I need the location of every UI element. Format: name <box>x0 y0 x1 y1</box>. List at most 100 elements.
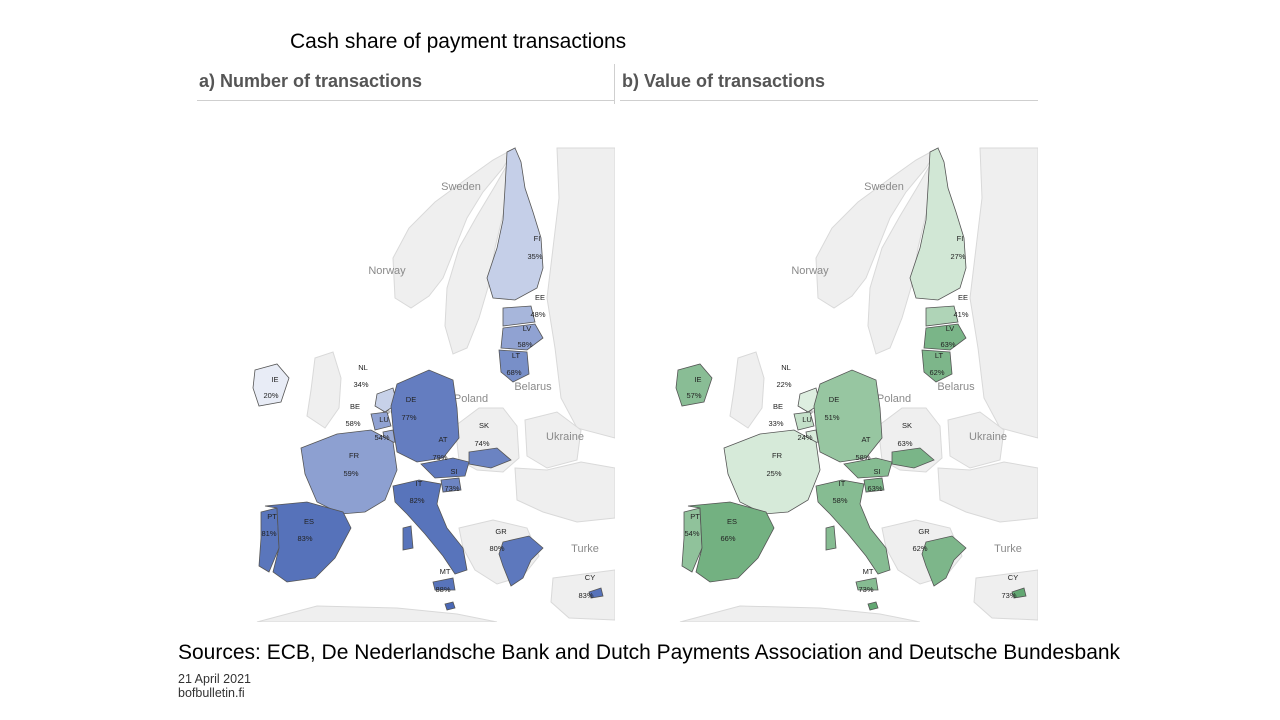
region-code-ie: IE <box>271 375 278 384</box>
russia-land <box>546 147 615 439</box>
norway-land <box>392 146 517 309</box>
region-lv[interactable] <box>500 323 544 351</box>
sources-note: Sources: ECB, De Nederlandsche Bank and … <box>178 641 1121 664</box>
region-value-cy: 83% <box>578 591 593 600</box>
region-value-lt: 68% <box>506 368 521 377</box>
region-code-pt: PT <box>267 512 277 521</box>
basemap-label-sweden: Sweden <box>864 181 904 193</box>
region-value-es: 66% <box>720 534 735 543</box>
region-fr[interactable] <box>300 429 398 515</box>
region-ie[interactable] <box>675 363 713 407</box>
region-value-lv: 63% <box>940 340 955 349</box>
region-code-lu: LU <box>802 415 812 424</box>
region-value-lu: 24% <box>797 433 812 442</box>
region-it[interactable] <box>815 479 891 575</box>
region-be[interactable] <box>370 411 392 431</box>
region-it-sicily[interactable] <box>432 577 456 591</box>
region-fi[interactable] <box>486 147 544 301</box>
north-africa-land <box>679 605 921 622</box>
ukraine-land <box>937 461 1038 523</box>
basemap-label-belarus: Belarus <box>514 381 552 393</box>
region-code-lv: LV <box>946 324 955 333</box>
region-value-de: 77% <box>401 413 416 422</box>
region-code-be: BE <box>350 402 360 411</box>
region-cy[interactable] <box>588 587 604 599</box>
panel-number-of-transactions: a) Number of transactions Sweden Norway Po… <box>197 62 615 622</box>
region-si[interactable] <box>440 477 462 493</box>
region-mt[interactable] <box>444 601 456 611</box>
region-value-ee: 48% <box>530 310 545 319</box>
region-it-sard[interactable] <box>402 525 414 551</box>
region-lt[interactable] <box>921 349 953 383</box>
basemap-label-belarus: Belarus <box>937 381 975 393</box>
uk-land <box>729 351 765 429</box>
belarus-land <box>524 411 582 469</box>
map-number-of-transactions: SwedenNorwayPolandBelarusUkraineTurkeFin… <box>197 108 615 622</box>
region-code-gr: GR <box>918 527 930 536</box>
region-gr[interactable] <box>498 535 544 587</box>
region-value-fi: 35% <box>527 252 542 261</box>
region-cy[interactable] <box>1011 587 1027 599</box>
region-value-es: 83% <box>297 534 312 543</box>
basemap-label-norway: Norway <box>791 265 829 277</box>
publication-site: bofbulletin.fi <box>178 686 245 700</box>
region-fr[interactable] <box>723 429 821 515</box>
uk-land <box>306 351 342 429</box>
region-be[interactable] <box>793 411 815 431</box>
region-value-pt: 54% <box>684 529 699 538</box>
region-lv[interactable] <box>923 323 967 351</box>
basemap-label-turkey: Turke <box>994 543 1022 555</box>
region-code-es: ES <box>304 517 314 526</box>
region-code-at: AT <box>861 435 870 444</box>
region-code-lv: LV <box>523 324 532 333</box>
basemap-label-ukraine: Ukraine <box>546 431 584 443</box>
region-code-lt: LT <box>512 351 521 360</box>
panel-header: b) Value of transactions <box>620 62 1038 101</box>
region-code-sk: SK <box>902 421 912 430</box>
region-at[interactable] <box>420 457 470 479</box>
region-code-lt: LT <box>935 351 944 360</box>
region-lt[interactable] <box>498 349 530 383</box>
region-ee[interactable] <box>502 305 536 327</box>
region-code-mt: MT <box>440 567 451 576</box>
region-code-ie: IE <box>694 375 701 384</box>
turkey-land <box>973 569 1038 621</box>
region-value-ee: 41% <box>953 310 968 319</box>
ukraine-land <box>514 461 615 523</box>
region-code-nl: NL <box>358 363 368 372</box>
region-value-si: 63% <box>867 484 882 493</box>
region-value-nl: 22% <box>776 380 791 389</box>
region-value-be: 33% <box>768 419 783 428</box>
region-it[interactable] <box>392 479 468 575</box>
region-mt[interactable] <box>867 601 879 611</box>
region-de[interactable] <box>390 369 460 463</box>
region-es[interactable] <box>687 501 775 583</box>
region-value-gr: 80% <box>489 544 504 553</box>
norway-land <box>815 146 940 309</box>
basemap-label-norway: Norway <box>368 265 406 277</box>
region-value-lt: 62% <box>929 368 944 377</box>
region-ie[interactable] <box>252 363 290 407</box>
region-fi[interactable] <box>909 147 967 301</box>
turkey-land <box>550 569 615 621</box>
region-it-sicily[interactable] <box>855 577 879 591</box>
panel-value-of-transactions: b) Value of transactions Sweden Norway Pol… <box>620 62 1038 622</box>
region-ee[interactable] <box>925 305 959 327</box>
region-de[interactable] <box>813 369 883 463</box>
region-es[interactable] <box>264 501 352 583</box>
region-value-at: 58% <box>855 453 870 462</box>
panel-title: b) Value of transactions <box>622 71 826 91</box>
region-code-cy: CY <box>585 573 595 582</box>
region-si[interactable] <box>863 477 885 493</box>
region-value-ie: 57% <box>686 391 701 400</box>
region-value-lv: 58% <box>517 340 532 349</box>
sweden-land <box>867 156 941 355</box>
region-gr[interactable] <box>921 535 967 587</box>
region-code-es: ES <box>727 517 737 526</box>
region-value-at: 79% <box>432 453 447 462</box>
region-it-sard[interactable] <box>825 525 837 551</box>
region-code-lu: LU <box>379 415 389 424</box>
sweden-land <box>444 156 518 355</box>
region-code-si: SI <box>873 467 880 476</box>
region-at[interactable] <box>843 457 893 479</box>
